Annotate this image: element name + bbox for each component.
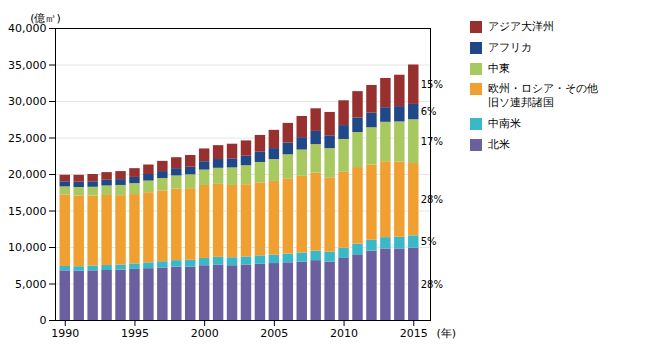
svg-text:5,000: 5,000 <box>15 278 47 291</box>
svg-text:15%: 15% <box>421 79 443 90</box>
svg-text:25,000: 25,000 <box>8 132 47 145</box>
svg-text:28%: 28% <box>421 279 443 290</box>
svg-text:5%: 5% <box>421 236 437 247</box>
svg-text:15,000: 15,000 <box>8 205 47 218</box>
svg-text:2005: 2005 <box>260 327 288 340</box>
svg-text:35,000: 35,000 <box>8 59 47 72</box>
svg-text:28%: 28% <box>421 194 443 205</box>
html-text:アフリカ: アフリカ <box>488 40 532 54</box>
svg-text:1990: 1990 <box>51 327 79 340</box>
svg-text:17%: 17% <box>421 136 443 147</box>
svg-text:2015: 2015 <box>400 327 428 340</box>
svg-text:0: 0 <box>40 314 47 327</box>
html-text:欧州・ロシア・その他 旧ソ連邦諸国: 欧州・ロシア・その他 旧ソ連邦諸国 <box>488 82 598 109</box>
svg-text:2000: 2000 <box>191 327 219 340</box>
svg-text:1995: 1995 <box>121 327 149 340</box>
svg-text:10,000: 10,000 <box>8 241 47 254</box>
svg-text:(億㎥): (億㎥) <box>30 12 61 25</box>
svg-text:20,000: 20,000 <box>8 168 47 181</box>
svg-text:2010: 2010 <box>330 327 358 340</box>
html-text:アジア大洋州: アジア大洋州 <box>488 20 554 33</box>
html-text:中東: 中東 <box>488 61 510 75</box>
svg-text:(年): (年) <box>437 327 457 340</box>
svg-text:6%: 6% <box>421 106 437 117</box>
svg-text:30,000: 30,000 <box>8 95 47 108</box>
html-text:北米: 北米 <box>488 137 510 151</box>
html-text:中南米: 中南米 <box>488 116 521 130</box>
svg-text:40,000: 40,000 <box>8 22 47 35</box>
